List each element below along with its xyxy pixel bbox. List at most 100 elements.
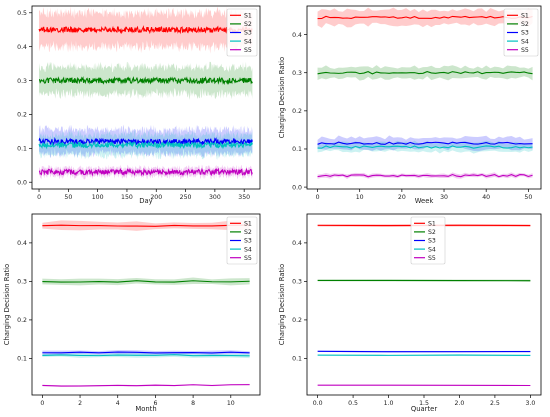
series-line-s1 bbox=[38, 25, 253, 35]
legend-entry-s2: S2 bbox=[521, 21, 529, 28]
legend-box bbox=[503, 8, 539, 57]
y-axis-label: Charging Decision Ratio bbox=[278, 264, 286, 345]
legend-entry-s1: S1 bbox=[428, 221, 436, 228]
chart-panel-1: 0 50 100 150 200 250 300 350 0.0 0.1 0.2 0.3 0.4 0.5 D… bbox=[17, 5, 261, 205]
y-tick-label: 0.5 bbox=[17, 10, 27, 17]
x-axis-label: Day bbox=[139, 197, 152, 205]
y-tick-label: 0.4 bbox=[292, 240, 302, 247]
legend-entry-s3: S3 bbox=[244, 238, 252, 245]
legend-entry-s4: S4 bbox=[521, 38, 529, 45]
x-tick-label: 350 bbox=[238, 194, 250, 201]
x-axis-label: Month bbox=[135, 405, 156, 413]
chart-panel-2: 0 10 20 30 40 50 0.0 0.1 0.2 0.3 0.4 Week Charging D… bbox=[278, 5, 542, 205]
x-tick-label: 1.0 bbox=[384, 400, 394, 407]
y-tick-label: 0.3 bbox=[292, 279, 302, 286]
legend-entry-s5: S5 bbox=[428, 255, 436, 262]
x-tick-label: 6 bbox=[153, 400, 157, 407]
x-tick-label: 50 bbox=[524, 194, 532, 201]
y-axis-label: Charging Decision Ratio bbox=[3, 264, 11, 345]
legend-entry-s2: S2 bbox=[244, 229, 252, 236]
y-tick-label: 0.3 bbox=[17, 78, 27, 85]
chart-panel-3: 0 2 4 6 8 10 0.1 0.2 0.3 0.4 Month Charging Decisio… bbox=[3, 213, 261, 413]
legend-entry-s5: S5 bbox=[244, 255, 252, 262]
band-s3 bbox=[39, 124, 253, 159]
series-line-s5 bbox=[317, 173, 533, 178]
y-tick-label: 0.1 bbox=[292, 146, 302, 153]
series-line-s1 bbox=[42, 224, 250, 227]
legend-entry-s2: S2 bbox=[428, 229, 436, 236]
x-axis-label: Week bbox=[415, 197, 434, 205]
legend-box bbox=[410, 216, 446, 265]
x-tick-label: 40 bbox=[482, 194, 490, 201]
series-line-s2 bbox=[42, 280, 250, 283]
y-tick-label: 0.0 bbox=[292, 184, 302, 191]
x-tick-label: 2.5 bbox=[490, 400, 500, 407]
x-tick-label: 50 bbox=[64, 194, 72, 201]
plot-area bbox=[38, 6, 253, 180]
legend-box bbox=[226, 216, 258, 265]
legend-box bbox=[226, 8, 258, 57]
series-line-s3 bbox=[317, 141, 533, 145]
y-tick-label: 0.0 bbox=[17, 179, 27, 186]
x-tick-label: 4 bbox=[116, 400, 120, 407]
y-tick-label: 0.1 bbox=[292, 356, 302, 363]
legend-entry-s2: S2 bbox=[244, 21, 252, 28]
x-tick-label: 2.0 bbox=[455, 400, 465, 407]
series-line-s1 bbox=[317, 15, 533, 20]
series-line-s4 bbox=[317, 145, 533, 149]
x-tick-label: 10 bbox=[356, 194, 364, 201]
legend-entry-s5: S5 bbox=[521, 47, 529, 54]
y-tick-label: 0.1 bbox=[17, 356, 27, 363]
x-tick-label: 0 bbox=[40, 400, 44, 407]
legend-entry-s4: S4 bbox=[244, 38, 252, 45]
legend-entry-s4: S4 bbox=[428, 246, 436, 253]
y-tick-label: 0.2 bbox=[292, 317, 302, 324]
y-tick-label: 0.4 bbox=[17, 44, 27, 51]
legend-entry-s4: S4 bbox=[244, 246, 252, 253]
y-tick-label: 0.3 bbox=[292, 70, 302, 77]
legend-entry-s3: S3 bbox=[428, 238, 436, 245]
series-line-s2 bbox=[38, 76, 253, 86]
y-tick-label: 0.3 bbox=[17, 279, 27, 286]
legend-entry-s5: S5 bbox=[244, 47, 252, 54]
x-tick-label: 20 bbox=[398, 194, 406, 201]
x-tick-label: 150 bbox=[121, 194, 133, 201]
x-tick-label: 250 bbox=[180, 194, 192, 201]
series-line-s5 bbox=[38, 167, 253, 177]
x-tick-label: 300 bbox=[209, 194, 221, 201]
plot-area bbox=[42, 220, 250, 387]
y-tick-label: 0.1 bbox=[17, 146, 27, 153]
axes-frame bbox=[31, 213, 261, 396]
x-tick-label: 1.5 bbox=[419, 400, 429, 407]
x-axis-label: Quarter bbox=[411, 405, 437, 413]
series-line-s2 bbox=[317, 70, 533, 75]
plot-area bbox=[317, 7, 533, 180]
series-line-s4 bbox=[38, 140, 253, 150]
y-tick-label: 0.2 bbox=[292, 108, 302, 115]
legend-entry-s1: S1 bbox=[521, 13, 529, 20]
x-tick-label: 200 bbox=[150, 194, 162, 201]
x-tick-label: 0 bbox=[316, 194, 320, 201]
x-tick-label: 0.5 bbox=[348, 400, 358, 407]
x-tick-label: 10 bbox=[227, 400, 235, 407]
chart-panel-4: 0.0 0.5 1.0 1.5 2.0 2.5 3.0 0.1 0.2 0.3 0.4 Quarter… bbox=[278, 213, 542, 413]
x-tick-label: 8 bbox=[191, 400, 195, 407]
x-tick-label: 3.0 bbox=[525, 400, 535, 407]
plot-area bbox=[317, 224, 531, 387]
x-tick-label: 100 bbox=[92, 194, 104, 201]
legend-entry-s3: S3 bbox=[244, 30, 252, 37]
series-line-s4 bbox=[42, 354, 250, 357]
x-tick-label: 2 bbox=[78, 400, 82, 407]
legend-entry-s1: S1 bbox=[244, 221, 252, 228]
y-tick-label: 0.4 bbox=[292, 32, 302, 39]
x-tick-label: 0.0 bbox=[313, 400, 323, 407]
axes-frame bbox=[31, 5, 261, 190]
series-line-s5 bbox=[42, 384, 250, 387]
legend-entry-s3: S3 bbox=[521, 30, 529, 37]
y-tick-label: 0.4 bbox=[17, 240, 27, 247]
axes-frame bbox=[306, 5, 542, 190]
